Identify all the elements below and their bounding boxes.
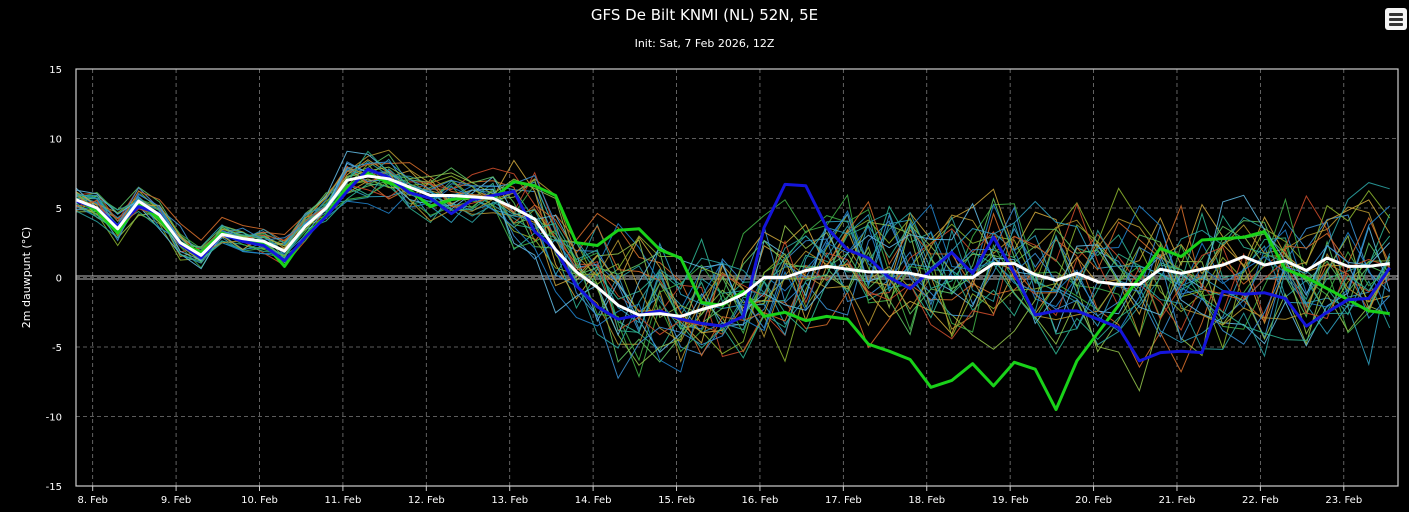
ensemble-member-line bbox=[75, 180, 1391, 335]
axes: 15 10 5 0 -5 -10 -15 8. Feb 9. Feb 10. Feb 11. Feb… bbox=[20, 65, 1399, 506]
y-tick-label: 15 bbox=[49, 65, 62, 76]
x-tick-label: 14. Feb bbox=[575, 495, 612, 506]
ensemble-members bbox=[75, 149, 1391, 393]
x-tick-label: 15. Feb bbox=[658, 495, 695, 506]
x-tick-label: 11. Feb bbox=[325, 495, 362, 506]
x-tick-label: 12. Feb bbox=[408, 495, 445, 506]
x-tick-label: 21. Feb bbox=[1159, 495, 1196, 506]
x-tick-label: 16. Feb bbox=[742, 495, 779, 506]
y-tick-label: 5 bbox=[56, 204, 62, 215]
x-tick-label: 20. Feb bbox=[1075, 495, 1112, 506]
hamburger-menu-icon[interactable] bbox=[1385, 8, 1407, 30]
x-tick-label: 9. Feb bbox=[161, 495, 191, 506]
x-tick-label: 19. Feb bbox=[992, 495, 1029, 506]
y-tick-label: 0 bbox=[56, 274, 62, 285]
highlight-series bbox=[75, 167, 1391, 412]
y-tick-label: 10 bbox=[49, 135, 62, 146]
plot-border bbox=[75, 68, 1399, 487]
x-tick-label: 13. Feb bbox=[491, 495, 528, 506]
series-line-blue bbox=[75, 167, 1391, 363]
y-tick-label: -5 bbox=[52, 343, 62, 354]
y-tick-label: -15 bbox=[46, 482, 62, 493]
x-tick-label: 8. Feb bbox=[77, 495, 107, 506]
x-tick-label: 22. Feb bbox=[1242, 495, 1279, 506]
y-axis-label: 2m dauwpunt (°C) bbox=[20, 227, 33, 328]
x-tick-label: 23. Feb bbox=[1325, 495, 1362, 506]
x-tick-label: 18. Feb bbox=[908, 495, 945, 506]
y-tick-label: -10 bbox=[46, 413, 62, 424]
chart-title: GFS De Bilt KNMI (NL) 52N, 5E bbox=[590, 6, 819, 24]
chart-subtitle: Init: Sat, 7 Feb 2026, 12Z bbox=[634, 37, 775, 50]
x-tick-label: 10. Feb bbox=[241, 495, 278, 506]
x-tick-label: 17. Feb bbox=[825, 495, 862, 506]
ensemble-member-line bbox=[75, 168, 1390, 358]
ensemble-member-line bbox=[75, 159, 1391, 335]
series-line-mean bbox=[75, 174, 1390, 318]
ensemble-member-line bbox=[75, 161, 1391, 380]
